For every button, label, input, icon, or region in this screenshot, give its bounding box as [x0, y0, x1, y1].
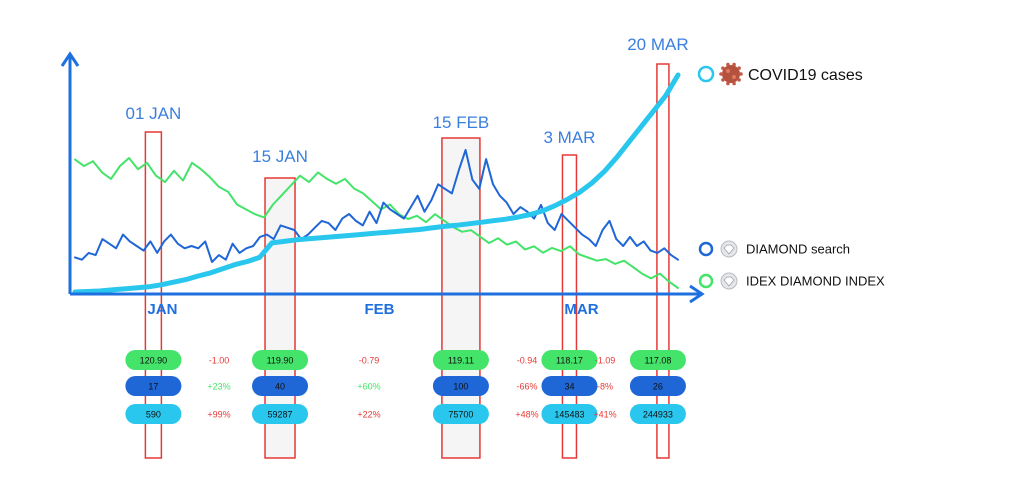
month-label-mar: MAR [564, 301, 598, 318]
month-labels: JAN FEB MAR [147, 301, 598, 318]
cases-value-0: 590 [146, 410, 161, 420]
y-axis-arrow [60, 51, 80, 67]
index-value-2: 119.11 [448, 356, 474, 366]
cases-change-1: +22% [357, 410, 380, 420]
cases-value-2: 75700 [448, 410, 473, 420]
search-pill-3 [541, 376, 598, 396]
legend-label-0: COVID19 cases [748, 67, 863, 84]
cases-value-1: 59287 [268, 410, 293, 420]
index-value-0: 120.90 [140, 356, 168, 366]
cases-change-0: +99% [207, 410, 230, 420]
legend-marker-0 [697, 65, 715, 83]
search-value-2: 100 [453, 382, 468, 392]
index-value-4: 117.08 [644, 356, 671, 366]
cases-pill-2 [432, 404, 489, 424]
index-change-3: -1.09 [595, 356, 616, 366]
index-pill-3 [541, 350, 598, 370]
index-change-0: -1.00 [209, 356, 230, 366]
cases-pill-1 [252, 404, 309, 424]
search-value-3: 34 [564, 382, 574, 392]
legend-label-2: IDEX DIAMOND INDEX [746, 274, 885, 289]
index-value-3: 118.17 [556, 356, 583, 366]
legend-marker-2 [698, 273, 714, 289]
search-value-4: 26 [653, 382, 663, 392]
legend-label-1: DIAMOND search [746, 242, 850, 257]
value-table: 120.90 -1.00 17 +23% 590 +99% 119.90 -0.79 40 +60… [125, 350, 686, 424]
date-label-4: 20 MAR [627, 35, 688, 54]
cases-pill-0 [125, 404, 182, 424]
cases-change-2: +48% [515, 410, 538, 420]
legend: COVID19 cases DIAMOND search IDEX DIAMOND … [697, 62, 885, 290]
marker-boxes [144, 63, 670, 459]
diamond-icon [720, 240, 738, 258]
search-change-3: -8% [597, 382, 613, 392]
date-label-0: 01 JAN [126, 104, 182, 123]
cases-pill-4 [629, 404, 686, 424]
cases-change-3: +41% [593, 410, 616, 420]
cases-value-3: 145483 [554, 410, 584, 420]
index-pill-0 [125, 350, 182, 370]
search-value-1: 40 [275, 382, 285, 392]
axes [60, 51, 705, 304]
legend-marker-1 [698, 241, 714, 257]
series-line-1 [74, 149, 679, 263]
search-change-0: +23% [207, 382, 230, 392]
index-pill-1 [252, 350, 309, 370]
month-label-jan: JAN [147, 301, 177, 318]
series-line-2 [74, 157, 679, 289]
index-pill-2 [432, 350, 489, 370]
search-value-0: 17 [148, 382, 158, 392]
date-label-1: 15 JAN [252, 147, 308, 166]
date-label-3: 3 MAR [543, 128, 595, 147]
date-labels: 01 JAN 15 JAN 15 FEB 3 MAR 20 MAR [126, 35, 689, 166]
virus-icon [719, 62, 743, 86]
index-pill-4 [629, 350, 686, 370]
marker-box-3 [561, 154, 578, 459]
index-value-1: 119.90 [267, 356, 294, 366]
search-pill-2 [432, 376, 489, 396]
search-change-1: +60% [357, 382, 380, 392]
cases-value-4: 244933 [643, 410, 673, 420]
series-lines [72, 72, 681, 295]
diamond-icon [720, 272, 738, 290]
month-label-feb: FEB [365, 301, 395, 318]
cases-pill-3 [541, 404, 598, 424]
x-axis-arrow [689, 284, 705, 304]
search-pill-1 [252, 376, 309, 396]
date-label-2: 15 FEB [433, 113, 490, 132]
search-pill-4 [629, 376, 686, 396]
index-change-2: -0.94 [517, 356, 538, 366]
marker-box-4 [656, 63, 670, 459]
search-change-2: -66% [516, 382, 537, 392]
series-line-0 [72, 72, 681, 295]
index-change-1: -0.79 [359, 356, 380, 366]
search-pill-0 [125, 376, 182, 396]
